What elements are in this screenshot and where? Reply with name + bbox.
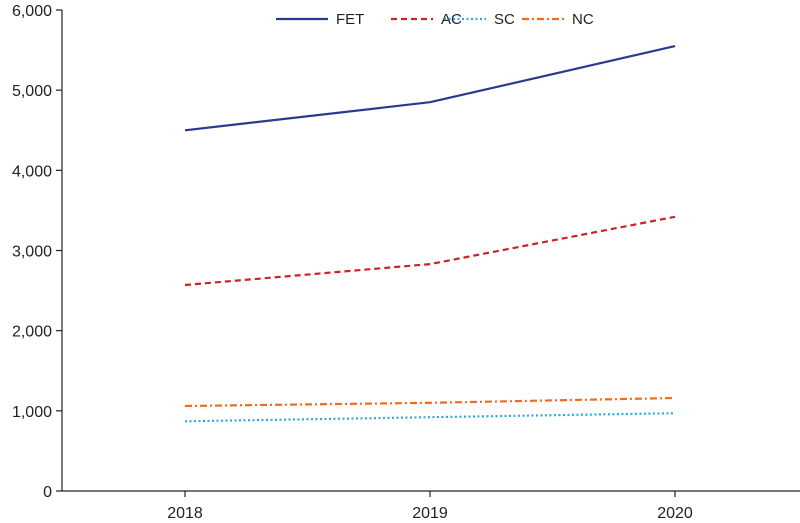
- y-tick-label: 4,000: [12, 163, 52, 180]
- legend-label-ac: AC: [441, 11, 462, 28]
- y-tick-label: 6,000: [12, 3, 52, 20]
- y-tick-label: 0: [43, 484, 52, 501]
- series-line-sc: [184, 412, 676, 423]
- legend-label-sc: SC: [494, 11, 515, 28]
- series-line-nc: [184, 396, 676, 408]
- legend-label-nc: NC: [572, 11, 594, 28]
- axes: 0 1,000 2,000 3,000 4,000 5,000 6,000 2018 2019 2…: [12, 3, 800, 522]
- legend: FET AC SC NC: [276, 11, 594, 28]
- x-tick-label: 2020: [657, 505, 693, 522]
- series-line-ac: [184, 215, 676, 287]
- x-tick-label: 2018: [167, 505, 203, 522]
- series-line-fet: [184, 45, 676, 132]
- y-tick-label: 2,000: [12, 324, 52, 341]
- series-lines: [184, 45, 676, 423]
- x-tick-label: 2019: [412, 505, 448, 522]
- y-tick-label: 5,000: [12, 83, 52, 100]
- legend-label-fet: FET: [336, 11, 364, 28]
- y-tick-label: 1,000: [12, 404, 52, 421]
- y-tick-label: 3,000: [12, 244, 52, 261]
